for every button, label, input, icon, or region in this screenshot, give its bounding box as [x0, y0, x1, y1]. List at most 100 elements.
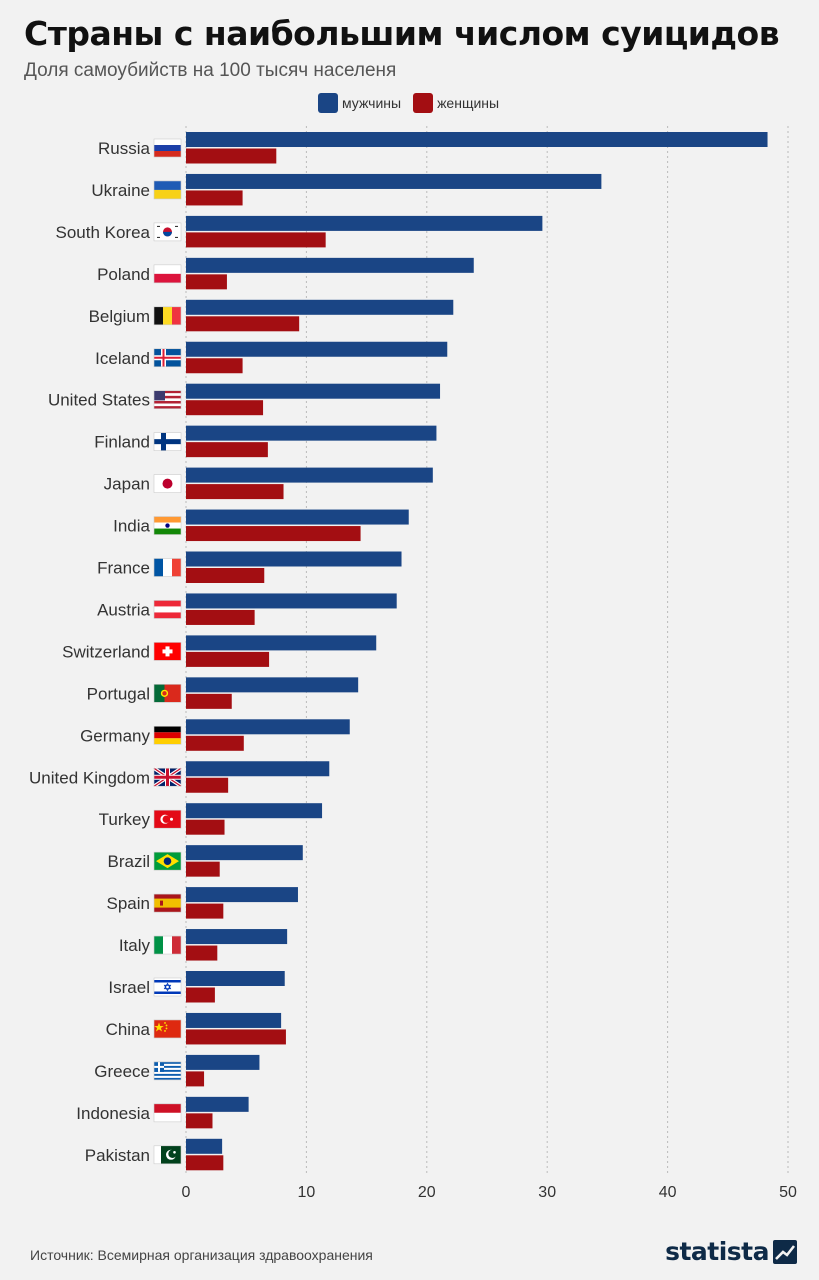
country-label: Poland [97, 265, 150, 284]
country-label: Russia [98, 139, 151, 158]
bar-male [186, 593, 397, 609]
country-label: Israel [108, 978, 150, 997]
source-note: Источник: Всемирная организация здравоох… [30, 1247, 373, 1263]
poland-flag-icon [153, 264, 182, 284]
bar-female [186, 1029, 286, 1045]
bar-male [186, 299, 454, 315]
country-label: Spain [107, 894, 150, 913]
south-korea-flag-icon [153, 222, 182, 242]
bar-male [186, 1054, 260, 1070]
bar-male [186, 761, 330, 777]
country-label: United States [48, 391, 150, 410]
bar-female [186, 1113, 213, 1129]
france-flag-icon [153, 558, 182, 577]
bar-female [186, 190, 243, 206]
bar-female [186, 903, 224, 919]
ukraine-flag-icon [153, 180, 182, 200]
bar-female [186, 777, 229, 793]
chart-subtitle: Доля самоубийств на 100 тысяч населеня [24, 60, 397, 81]
germany-flag-icon [153, 725, 182, 745]
country-label: Pakistan [85, 1146, 150, 1165]
portugal-flag-icon [153, 684, 182, 703]
country-label: Belgium [89, 307, 150, 326]
bar-male [186, 173, 602, 189]
x-tick-label: 10 [298, 1184, 316, 1201]
country-label: Switzerland [62, 642, 150, 661]
legend-swatch-female [413, 93, 434, 113]
united-kingdom-flag-icon [153, 766, 182, 788]
country-label: Italy [119, 936, 151, 955]
turkey-flag-icon [153, 809, 182, 829]
greece-flag-icon [153, 1061, 182, 1081]
country-label: Finland [94, 433, 150, 452]
bar-male [186, 551, 402, 567]
bar-female [186, 693, 232, 709]
bar-female [186, 819, 225, 835]
bar-female [186, 400, 264, 416]
bar-male [186, 467, 433, 483]
bar-male [186, 383, 441, 399]
bar-male [186, 929, 288, 945]
legend-label-female: женщины [437, 95, 500, 111]
italy-flag-icon [153, 935, 182, 955]
japan-flag-icon [153, 474, 182, 493]
x-tick-label: 0 [182, 1184, 191, 1201]
country-label: Ukraine [91, 181, 150, 200]
statista-logo-icon [773, 1239, 797, 1264]
bar-male [186, 1012, 282, 1028]
country-label: Brazil [107, 852, 150, 871]
country-label: Indonesia [76, 1104, 150, 1123]
russia-flag-icon [153, 138, 182, 158]
bar-female [186, 148, 277, 164]
finland-flag-icon [153, 432, 182, 451]
pakistan-flag-icon [153, 1145, 182, 1165]
bar-male [186, 215, 543, 231]
bar-male [186, 1096, 249, 1112]
bar-female [186, 1071, 205, 1087]
country-label: United Kingdom [29, 768, 150, 787]
israel-flag-icon [153, 977, 182, 997]
china-flag-icon [153, 1019, 182, 1039]
bar-female [186, 735, 244, 751]
bar-female [186, 568, 265, 583]
united-states-flag-icon [153, 390, 182, 410]
bar-male [186, 1138, 223, 1154]
country-label: Germany [80, 726, 150, 745]
brazil-flag-icon [153, 851, 182, 871]
country-label: Austria [97, 600, 150, 619]
country-label: Portugal [87, 684, 150, 703]
statista-logo[interactable]: statista [665, 1237, 797, 1266]
bar-female [186, 274, 227, 290]
austria-flag-icon [153, 600, 182, 619]
bar-female [186, 1155, 224, 1171]
country-label: South Korea [55, 223, 150, 242]
country-label: France [97, 559, 150, 578]
bar-female [186, 484, 284, 500]
legend: мужчины женщины [318, 93, 511, 113]
legend-swatch-male [318, 93, 338, 113]
bar-female [186, 526, 361, 542]
bar-male [186, 425, 437, 441]
iceland-flag-icon [153, 348, 182, 368]
country-label: Japan [104, 475, 150, 494]
legend-item-female: женщины [413, 93, 499, 113]
india-flag-icon [153, 516, 182, 535]
x-tick-label: 20 [418, 1184, 436, 1201]
bar-male [186, 803, 323, 819]
country-label: Turkey [99, 810, 151, 829]
bar-male [186, 509, 409, 525]
country-label: Greece [94, 1062, 150, 1081]
bar-male [186, 887, 298, 903]
bar-female [186, 609, 255, 625]
bar-male [186, 677, 359, 693]
bar-male [186, 341, 448, 357]
legend-item-male: мужчины [318, 93, 401, 113]
bar-male [186, 635, 377, 651]
x-tick-label: 30 [538, 1184, 556, 1201]
bar-female [186, 232, 326, 248]
x-tick-label: 40 [659, 1184, 677, 1201]
indonesia-flag-icon [153, 1103, 182, 1123]
legend-label-male: мужчины [342, 95, 402, 111]
chart-title: Страны с наибольшим числом суицидов [24, 14, 780, 53]
